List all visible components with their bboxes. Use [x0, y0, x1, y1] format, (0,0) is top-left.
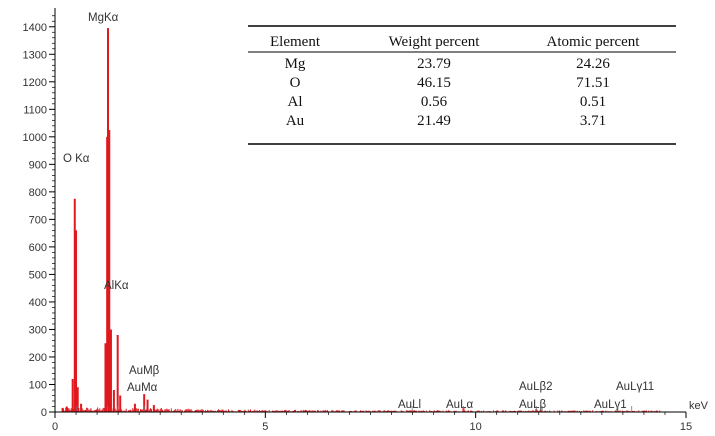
- peak-label: AuLα: [446, 399, 473, 411]
- peak-labels: MgKα O Kα AlKα AuMβ AuMα AuLl AuLα AuLβ2 AuLβ AuL…: [63, 12, 654, 411]
- y-tick-label: 400: [29, 297, 47, 309]
- table-cell: 46.15: [417, 75, 451, 91]
- spectrum-series: [61, 28, 661, 412]
- y-tick-label: 1400: [23, 22, 47, 34]
- y-tick-label: 700: [29, 214, 47, 226]
- peak-label: AuLl: [398, 399, 421, 411]
- table-cell: Al: [288, 94, 303, 110]
- table-cell: 21.49: [417, 113, 451, 129]
- y-tick-label: 900: [29, 159, 47, 171]
- peak-label: AuLβ: [519, 399, 546, 411]
- y-tick-label: 1100: [23, 104, 47, 116]
- x-tick-label: 10: [470, 421, 482, 433]
- table-cell: O: [290, 75, 301, 91]
- composition-table: Element Weight percent Atomic percent Mg 23.…: [248, 25, 676, 145]
- table-cell: 0.51: [580, 94, 606, 110]
- y-tick-label: 200: [29, 352, 47, 364]
- table-header-cell: Element: [270, 34, 321, 50]
- y-tick-label: 1200: [23, 77, 47, 89]
- peak-label: AuLγ11: [616, 381, 654, 393]
- x-tick-label: 5: [262, 421, 268, 433]
- table-cell: 24.26: [576, 56, 610, 72]
- table-cell: 3.71: [580, 113, 606, 129]
- y-tick-label: 600: [29, 242, 47, 254]
- axes: 0100200300400500600700800900100011001200…: [23, 8, 692, 433]
- y-tick-label: 500: [29, 269, 47, 281]
- table-header-cell: Atomic percent: [547, 34, 641, 50]
- peak-label: MgKα: [88, 12, 119, 24]
- table-cell: Au: [286, 113, 305, 129]
- table-cell: Mg: [285, 56, 306, 72]
- peak-label: AuMα: [127, 382, 158, 394]
- peak-label: AlKα: [104, 280, 129, 292]
- peak-label: AuLβ2: [519, 381, 552, 393]
- y-tick-label: 100: [29, 379, 47, 391]
- peak-label: AuMβ: [129, 365, 160, 377]
- x-tick-label: 15: [680, 421, 692, 433]
- table-cell: 23.79: [417, 56, 451, 72]
- table-cell: 0.56: [421, 94, 448, 110]
- y-tick-label: 800: [29, 187, 47, 199]
- peak-label: AuLγ1: [594, 399, 627, 411]
- table-cell: 71.51: [576, 75, 610, 91]
- y-tick-label: 0: [41, 407, 47, 419]
- y-tick-label: 1000: [23, 132, 47, 144]
- y-tick-label: 1300: [23, 49, 47, 61]
- table-header-cell: Weight percent: [389, 34, 481, 50]
- x-unit-label: keV: [689, 400, 709, 412]
- peak-label: O Kα: [63, 153, 90, 165]
- y-tick-label: 300: [29, 324, 47, 336]
- x-tick-label: 0: [52, 421, 58, 433]
